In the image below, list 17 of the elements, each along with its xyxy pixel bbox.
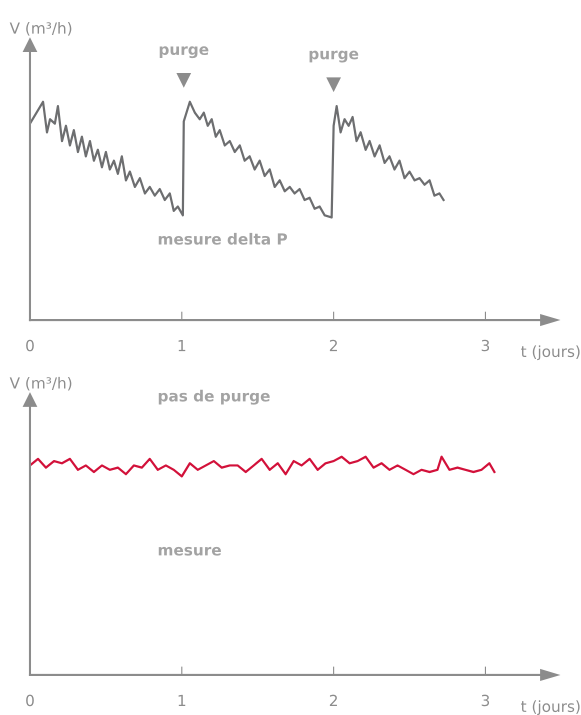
x-tick-label: 0 [26,694,34,706]
annotation: purge [310,50,358,63]
x-axis-title: t (jours) [521,345,580,360]
x-tick-label: 1 [178,340,186,352]
text: pas de purge [158,390,270,405]
annotation: mesure [158,546,221,556]
y-axis-title: V (m³/h) [10,22,72,36]
annotation: purge [160,46,208,58]
x-tick-label: 1 [178,694,186,706]
x-tick-label: 0 [26,340,34,352]
x-tick-label: 3 [482,340,490,352]
annotation: mesure delta P [158,232,288,245]
y-axis-title: V (m³/h) [10,376,72,391]
x-tick-label: 2 [330,694,337,706]
x-axis-title: t (jours) [521,700,580,715]
x-tick-label: 3 [482,694,490,706]
x-tick-label: 2 [330,340,337,352]
